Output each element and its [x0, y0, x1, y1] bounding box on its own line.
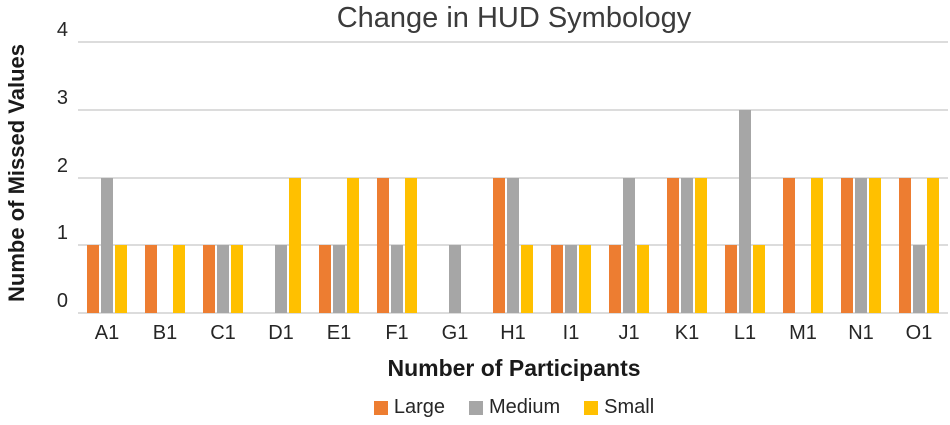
bar-small-d1 — [289, 177, 301, 313]
x-tick-label-b1: B1 — [152, 322, 178, 344]
bar-medium-e1 — [333, 245, 345, 313]
x-tick-labels: A1 B1 C1 D1 E1 F1 G1 H1 I1 J1 K1 L1 M1 N1 O1 — [78, 322, 948, 345]
bar-medium-n1 — [855, 177, 867, 313]
bar-group-n1 — [832, 42, 890, 313]
y-tick-label-0: 0 — [56, 290, 68, 312]
bar-small-j1 — [637, 245, 649, 313]
legend-swatch-medium — [469, 400, 483, 415]
bar-group-o1 — [890, 42, 948, 313]
x-tick-label-g1: G1 — [441, 322, 469, 344]
legend-item-medium: Medium — [469, 396, 560, 419]
bar-medium-k1 — [681, 177, 693, 313]
y-axis-title-text: Numbe of Missed Values — [4, 43, 29, 302]
bars-area — [78, 42, 948, 313]
bar-medium-a1 — [101, 177, 113, 313]
bar-group-k1 — [658, 42, 716, 313]
chart-title: Change in HUD Symbology — [336, 2, 692, 34]
legend-label-large: Large — [393, 396, 445, 418]
bar-group-c1 — [194, 42, 252, 313]
bar-group-b1 — [136, 42, 194, 313]
bar-large-f1 — [377, 177, 389, 313]
bar-small-i1 — [579, 245, 591, 313]
bar-large-k1 — [667, 177, 679, 313]
x-tick-label-c1: C1 — [210, 322, 236, 344]
legend-label-small: Small — [604, 396, 655, 418]
bar-small-m1 — [811, 177, 823, 313]
bar-large-n1 — [841, 177, 853, 313]
bar-small-o1 — [927, 177, 939, 313]
bar-small-f1 — [405, 177, 417, 313]
bar-group-f1 — [368, 42, 426, 313]
legend: Large Medium Small — [78, 396, 950, 419]
x-tick-label-f1: F1 — [385, 322, 409, 344]
bar-small-e1 — [347, 177, 359, 313]
bar-group-l1 — [716, 42, 774, 313]
x-tick-label-o1: O1 — [905, 322, 933, 344]
bar-group-j1 — [600, 42, 658, 313]
bar-medium-c1 — [217, 245, 229, 313]
legend-label-medium: Medium — [489, 396, 561, 418]
bar-large-e1 — [319, 245, 331, 313]
y-tick-label-3: 3 — [56, 86, 68, 109]
y-tick-label-1: 1 — [56, 222, 68, 245]
x-tick-label-d1: D1 — [268, 322, 294, 344]
bar-medium-g1 — [449, 245, 461, 313]
y-tick-label-4: 4 — [56, 19, 68, 41]
bar-small-c1 — [231, 245, 243, 313]
bar-group-h1 — [484, 42, 542, 313]
bar-small-k1 — [695, 177, 707, 313]
bar-large-o1 — [899, 177, 911, 313]
x-tick-label-e1: E1 — [326, 322, 352, 344]
x-tick-label-k1: K1 — [674, 322, 700, 344]
legend-swatch-large — [373, 400, 388, 415]
bar-large-c1 — [203, 245, 215, 313]
legend-item-small: Small — [584, 396, 654, 419]
bar-medium-l1 — [739, 109, 751, 313]
x-tick-label-n1: N1 — [848, 322, 874, 344]
bar-medium-d1 — [275, 245, 287, 313]
gridline-y4 — [78, 41, 948, 43]
bar-small-n1 — [869, 177, 881, 313]
x-tick-label-i1: I1 — [562, 322, 580, 344]
bar-large-h1 — [493, 177, 505, 313]
legend-item-large: Large — [373, 396, 445, 419]
bar-medium-i1 — [565, 245, 577, 313]
x-tick-label-a1: A1 — [94, 322, 120, 344]
bar-group-i1 — [542, 42, 600, 313]
bar-group-a1 — [78, 42, 136, 313]
x-tick-label-l1: L1 — [733, 322, 757, 344]
bar-large-l1 — [725, 245, 737, 313]
bar-large-m1 — [783, 177, 795, 313]
gridline-y0 — [78, 312, 948, 314]
bar-medium-j1 — [623, 177, 635, 313]
x-tick-label-h1: H1 — [500, 322, 526, 344]
bar-small-l1 — [753, 245, 765, 313]
x-tick-label-j1: J1 — [618, 322, 640, 344]
bar-large-b1 — [145, 245, 157, 313]
bar-large-j1 — [609, 245, 621, 313]
bar-group-d1 — [252, 42, 310, 313]
bar-medium-o1 — [913, 245, 925, 313]
bar-group-g1 — [426, 42, 484, 313]
legend-swatch-small — [584, 400, 599, 415]
bar-group-e1 — [310, 42, 368, 313]
bar-small-b1 — [173, 245, 185, 313]
gridline-y3 — [78, 108, 948, 111]
plot-area: 0 1 2 3 4 — [57, 19, 948, 314]
bar-group-m1 — [774, 42, 832, 313]
y-tick-label-2: 2 — [56, 154, 68, 177]
x-tick-label-m1: M1 — [789, 322, 817, 344]
x-axis-title: Number of Participants — [387, 355, 641, 381]
bar-small-a1 — [115, 245, 127, 313]
bar-large-a1 — [87, 245, 99, 313]
bar-medium-h1 — [507, 177, 519, 313]
bar-large-i1 — [551, 245, 563, 313]
bar-small-h1 — [521, 245, 533, 313]
bar-medium-f1 — [391, 245, 403, 313]
